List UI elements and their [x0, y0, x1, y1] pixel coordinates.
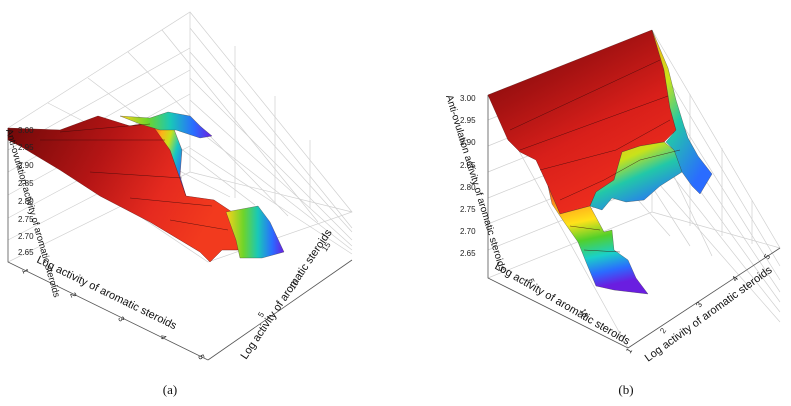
z-tick: 2.70 — [18, 232, 34, 241]
x-tick: 2 — [658, 326, 668, 335]
surface-b-mid — [589, 141, 683, 211]
z-tick: 2.85 — [460, 161, 476, 170]
z-tick: 2.80 — [460, 183, 476, 192]
surface-b-right — [651, 29, 713, 195]
panel-b-surface — [487, 29, 713, 295]
surface-a-front — [225, 205, 285, 259]
x-tick: 5 — [196, 353, 206, 361]
y-tick: 5 — [256, 310, 266, 319]
z-tick: 2.95 — [460, 116, 476, 125]
z-tick: 2.65 — [460, 249, 476, 258]
panel-b-z-ticks: 3.00 2.95 2.90 2.85 2.80 2.75 2.70 2.65 — [460, 94, 476, 258]
z-tick: 2.75 — [460, 205, 476, 214]
x-tick: 4 — [730, 274, 740, 283]
y-tick: 10 — [578, 307, 590, 319]
panel-b-x-ticks: 1 2 3 4 5 — [624, 252, 772, 355]
panel-b-caption: (b) — [618, 382, 633, 397]
panel-a-caption: (a) — [163, 382, 177, 397]
panel-a-surface — [7, 111, 285, 263]
panel-b: 3.00 2.95 2.90 2.85 2.80 2.75 2.70 2.65 … — [443, 29, 781, 397]
panel-a-z-ticks: 3.00 2.95 2.90 2.85 2.80 2.75 2.70 2.65 — [18, 126, 34, 257]
panel-a-axes — [7, 128, 353, 361]
x-tick: 5 — [762, 252, 772, 261]
panel-b-y-ticks: 5 10 — [526, 277, 590, 319]
x-tick: 1 — [20, 267, 30, 275]
z-tick: 2.65 — [18, 248, 34, 257]
x-tick: 4 — [158, 333, 168, 341]
z-tick: 3.00 — [460, 94, 476, 103]
y-tick: 5 — [526, 277, 536, 285]
panel-b-x-label: Log activity of aromatic steroids — [643, 264, 775, 365]
z-tick: 2.95 — [18, 143, 34, 152]
z-tick: 3.00 — [18, 126, 34, 135]
x-tick: 3 — [694, 300, 704, 309]
z-tick: 2.85 — [18, 179, 34, 188]
panel-a: 3.00 2.95 2.90 2.85 2.80 2.75 2.70 2.65 … — [3, 11, 353, 397]
x-tick: 1 — [624, 346, 634, 355]
surface-b-left — [547, 185, 649, 295]
z-tick: 2.90 — [18, 161, 34, 170]
z-tick: 2.70 — [460, 227, 476, 236]
panel-a-x-ticks: 1 2 3 4 5 — [20, 267, 206, 361]
z-tick: 2.80 — [18, 197, 34, 206]
x-tick: 3 — [116, 315, 126, 323]
z-tick: 2.75 — [18, 215, 34, 224]
surface-a-back — [119, 111, 213, 139]
panel-b-axes — [487, 95, 781, 349]
z-tick: 2.90 — [460, 138, 476, 147]
x-tick: 2 — [68, 291, 78, 299]
